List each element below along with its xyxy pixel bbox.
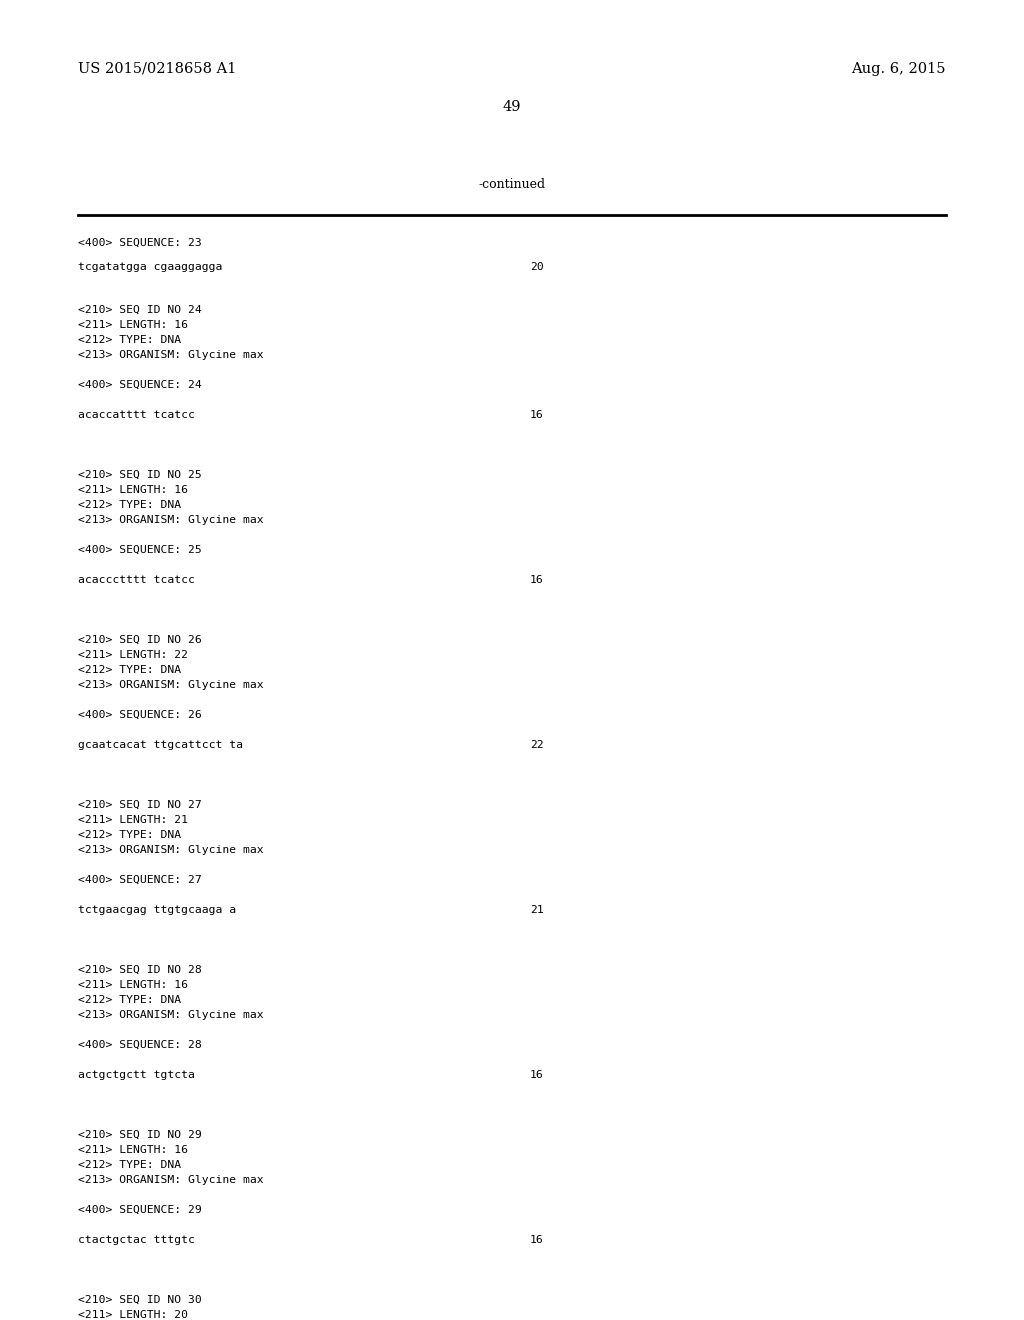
Text: US 2015/0218658 A1: US 2015/0218658 A1: [78, 62, 237, 77]
Text: <212> TYPE: DNA: <212> TYPE: DNA: [78, 1160, 181, 1170]
Text: <213> ORGANISM: Glycine max: <213> ORGANISM: Glycine max: [78, 1010, 263, 1020]
Text: 20: 20: [530, 261, 544, 272]
Text: 21: 21: [530, 906, 544, 915]
Text: <210> SEQ ID NO 27: <210> SEQ ID NO 27: [78, 800, 202, 810]
Text: tctgaacgag ttgtgcaaga a: tctgaacgag ttgtgcaaga a: [78, 906, 237, 915]
Text: <211> LENGTH: 16: <211> LENGTH: 16: [78, 319, 188, 330]
Text: <212> TYPE: DNA: <212> TYPE: DNA: [78, 335, 181, 345]
Text: 16: 16: [530, 1236, 544, 1245]
Text: <210> SEQ ID NO 29: <210> SEQ ID NO 29: [78, 1130, 202, 1140]
Text: <213> ORGANISM: Glycine max: <213> ORGANISM: Glycine max: [78, 680, 263, 690]
Text: <212> TYPE: DNA: <212> TYPE: DNA: [78, 665, 181, 675]
Text: Aug. 6, 2015: Aug. 6, 2015: [852, 62, 946, 77]
Text: <213> ORGANISM: Glycine max: <213> ORGANISM: Glycine max: [78, 515, 263, 525]
Text: ctactgctac tttgtc: ctactgctac tttgtc: [78, 1236, 195, 1245]
Text: <212> TYPE: DNA: <212> TYPE: DNA: [78, 500, 181, 510]
Text: 22: 22: [530, 741, 544, 750]
Text: <211> LENGTH: 22: <211> LENGTH: 22: [78, 649, 188, 660]
Text: <400> SEQUENCE: 27: <400> SEQUENCE: 27: [78, 875, 202, 884]
Text: <213> ORGANISM: Glycine max: <213> ORGANISM: Glycine max: [78, 1175, 263, 1185]
Text: <400> SEQUENCE: 28: <400> SEQUENCE: 28: [78, 1040, 202, 1049]
Text: <213> ORGANISM: Glycine max: <213> ORGANISM: Glycine max: [78, 845, 263, 855]
Text: <210> SEQ ID NO 24: <210> SEQ ID NO 24: [78, 305, 202, 315]
Text: <210> SEQ ID NO 25: <210> SEQ ID NO 25: [78, 470, 202, 480]
Text: <210> SEQ ID NO 28: <210> SEQ ID NO 28: [78, 965, 202, 975]
Text: acaccatttt tcatcc: acaccatttt tcatcc: [78, 411, 195, 420]
Text: -continued: -continued: [478, 178, 546, 191]
Text: gcaatcacat ttgcattcct ta: gcaatcacat ttgcattcct ta: [78, 741, 243, 750]
Text: 49: 49: [503, 100, 521, 114]
Text: <211> LENGTH: 16: <211> LENGTH: 16: [78, 484, 188, 495]
Text: <400> SEQUENCE: 23: <400> SEQUENCE: 23: [78, 238, 202, 248]
Text: 16: 16: [530, 576, 544, 585]
Text: <211> LENGTH: 16: <211> LENGTH: 16: [78, 979, 188, 990]
Text: 16: 16: [530, 411, 544, 420]
Text: tcgatatgga cgaaggagga: tcgatatgga cgaaggagga: [78, 261, 222, 272]
Text: <400> SEQUENCE: 25: <400> SEQUENCE: 25: [78, 545, 202, 554]
Text: <212> TYPE: DNA: <212> TYPE: DNA: [78, 830, 181, 840]
Text: <210> SEQ ID NO 26: <210> SEQ ID NO 26: [78, 635, 202, 645]
Text: acaccctttt tcatcc: acaccctttt tcatcc: [78, 576, 195, 585]
Text: <210> SEQ ID NO 30: <210> SEQ ID NO 30: [78, 1295, 202, 1305]
Text: <213> ORGANISM: Glycine max: <213> ORGANISM: Glycine max: [78, 350, 263, 360]
Text: <211> LENGTH: 21: <211> LENGTH: 21: [78, 814, 188, 825]
Text: <400> SEQUENCE: 29: <400> SEQUENCE: 29: [78, 1205, 202, 1214]
Text: actgctgctt tgtcta: actgctgctt tgtcta: [78, 1071, 195, 1080]
Text: <212> TYPE: DNA: <212> TYPE: DNA: [78, 995, 181, 1005]
Text: <211> LENGTH: 16: <211> LENGTH: 16: [78, 1144, 188, 1155]
Text: <400> SEQUENCE: 26: <400> SEQUENCE: 26: [78, 710, 202, 719]
Text: 16: 16: [530, 1071, 544, 1080]
Text: <211> LENGTH: 20: <211> LENGTH: 20: [78, 1309, 188, 1320]
Text: <400> SEQUENCE: 24: <400> SEQUENCE: 24: [78, 380, 202, 389]
